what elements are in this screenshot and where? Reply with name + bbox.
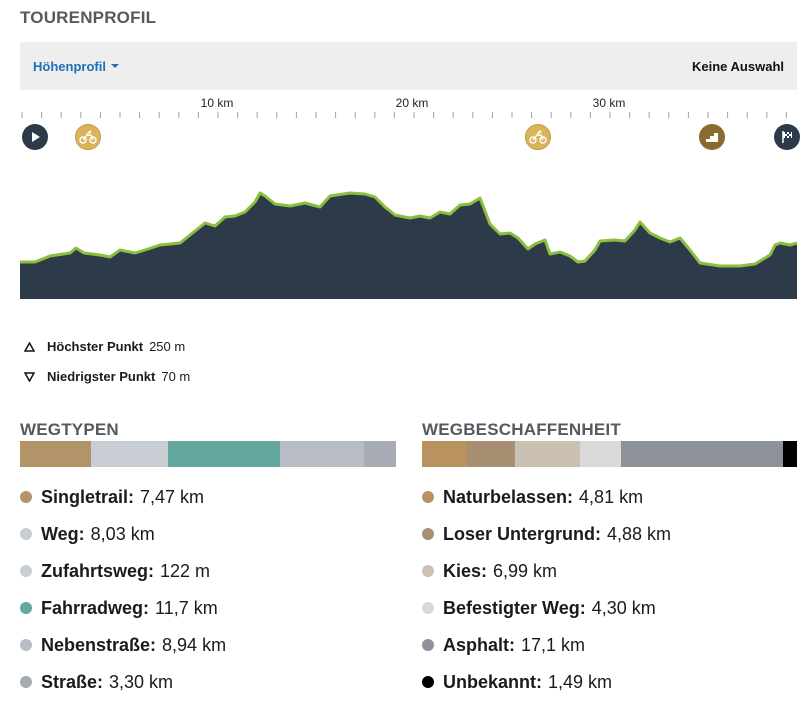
legend-value: 17,1 km	[521, 634, 586, 655]
profile-type-dropdown[interactable]: Höhenprofil	[33, 59, 119, 74]
legend-label: Unbekannt:	[443, 671, 542, 692]
profile-type-label: Höhenprofil	[33, 59, 106, 74]
highest-point-label: Höchster Punkt	[47, 339, 144, 354]
legend-item: Kies: 6,99 km	[422, 560, 671, 582]
triangle-down-icon	[24, 371, 35, 382]
elevation-line	[20, 191, 797, 268]
bicycle-icon[interactable]	[525, 124, 551, 150]
legend-value: 8,03 km	[90, 523, 155, 544]
finish-flag-icon[interactable]	[774, 124, 800, 150]
lowest-point-value: 70 m	[161, 369, 191, 384]
legend-dot	[20, 528, 32, 540]
bar-segment[interactable]	[91, 441, 168, 467]
highest-point-value: 250 m	[149, 339, 186, 354]
wegtypen-title: WEGTYPEN	[20, 420, 119, 439]
legend-value: 4,88 km	[607, 523, 672, 544]
profile-title: TOURENPROFIL	[20, 8, 157, 27]
bar-segment[interactable]	[621, 441, 783, 467]
distance-ruler	[21, 112, 787, 118]
wegbeschaffenheit-title: WEGBESCHAFFENHEIT	[422, 420, 621, 439]
legend-value: 3,30 km	[109, 671, 174, 692]
legend-value: 11,7 km	[155, 597, 218, 618]
bar-segment[interactable]	[20, 441, 91, 467]
selection-status: Keine Auswahl	[692, 59, 784, 74]
legend-item: Befestigter Weg: 4,30 km	[422, 597, 671, 619]
legend-dot	[422, 676, 434, 688]
legend-item: Nebenstraße: 8,94 km	[20, 634, 226, 656]
bar-segment[interactable]	[168, 441, 280, 467]
legend-label: Loser Untergrund:	[443, 523, 602, 544]
altitude-tick-label: 200 m	[22, 203, 53, 215]
legend-dot	[422, 565, 434, 577]
triangle-up-icon	[24, 341, 35, 352]
elevation-chart[interactable]	[20, 150, 797, 299]
legend-label: Zufahrtsweg:	[41, 560, 155, 581]
bar-segment[interactable]	[580, 441, 621, 467]
legend-label: Befestigter Weg:	[443, 597, 586, 618]
elevation-area	[20, 193, 797, 299]
play-icon[interactable]	[22, 124, 48, 150]
legend-dot	[422, 491, 434, 503]
legend-label: Singletrail:	[41, 486, 135, 507]
legend-label: Straße:	[41, 671, 104, 692]
altitude-tick-label: 100 m	[22, 244, 53, 256]
legend-dot	[422, 639, 434, 651]
legend-value: 6,99 km	[493, 560, 558, 581]
legend-dot	[20, 565, 32, 577]
wegtypen-legend: Singletrail: 7,47 km Weg: 8,03 km Zufahrts…	[20, 486, 226, 693]
stairs-icon[interactable]	[699, 124, 725, 150]
legend-value: 4,81 km	[579, 486, 644, 507]
legend-label: Naturbelassen:	[443, 486, 574, 507]
km-tick-label: 10 km	[200, 96, 234, 110]
legend-value: 8,94 km	[162, 634, 227, 655]
legend-item: Unbekannt: 1,49 km	[422, 671, 671, 693]
legend-value: 122 m	[160, 560, 211, 581]
bar-segment[interactable]	[280, 441, 364, 467]
legend-value: 1,49 km	[548, 671, 613, 692]
legend-item: Singletrail: 7,47 km	[20, 486, 226, 508]
km-tick-label: 20 km	[395, 96, 429, 110]
legend-label: Asphalt:	[443, 634, 515, 655]
km-tick-label: 30 km	[592, 96, 626, 110]
legend-value: 7,47 km	[140, 486, 205, 507]
lowest-point-row: Niedrigster Punkt 70 m	[24, 369, 190, 384]
bar-segment[interactable]	[422, 441, 467, 467]
bar-segment[interactable]	[515, 441, 580, 467]
legend-label: Weg:	[41, 523, 85, 544]
altitude-tick-label: 300 m	[22, 161, 53, 173]
legend-dot	[20, 639, 32, 651]
legend-item: Zufahrtsweg: 122 m	[20, 560, 226, 582]
bar-segment[interactable]	[467, 441, 515, 467]
legend-dot	[20, 602, 32, 614]
legend-item: Weg: 8,03 km	[20, 523, 226, 545]
bicycle-icon[interactable]	[75, 124, 101, 150]
wegbeschaffenheit-bar[interactable]	[422, 441, 797, 467]
legend-label: Kies:	[443, 560, 488, 581]
wegbeschaffenheit-legend: Naturbelassen: 4,81 km Loser Untergrund: 4…	[422, 486, 671, 693]
bar-segment[interactable]	[364, 441, 396, 467]
wegtypen-bar[interactable]	[20, 441, 396, 467]
legend-item: Fahrradweg: 11,7 km	[20, 597, 226, 619]
legend-dot	[422, 602, 434, 614]
legend-item: Naturbelassen: 4,81 km	[422, 486, 671, 508]
legend-item: Straße: 3,30 km	[20, 671, 226, 693]
legend-dot	[422, 528, 434, 540]
highest-point-row: Höchster Punkt 250 m	[24, 339, 185, 354]
legend-label: Fahrradweg:	[41, 597, 150, 618]
profile-toolbar: Höhenprofil Keine Auswahl	[20, 42, 797, 90]
lowest-point-label: Niedrigster Punkt	[47, 369, 156, 384]
legend-value: 4,30 km	[591, 597, 656, 618]
bar-segment[interactable]	[783, 441, 797, 467]
legend-item: Loser Untergrund: 4,88 km	[422, 523, 671, 545]
legend-dot	[20, 676, 32, 688]
legend-label: Nebenstraße:	[41, 634, 157, 655]
legend-dot	[20, 491, 32, 503]
legend-item: Asphalt: 17,1 km	[422, 634, 671, 656]
chevron-down-icon	[110, 63, 119, 68]
